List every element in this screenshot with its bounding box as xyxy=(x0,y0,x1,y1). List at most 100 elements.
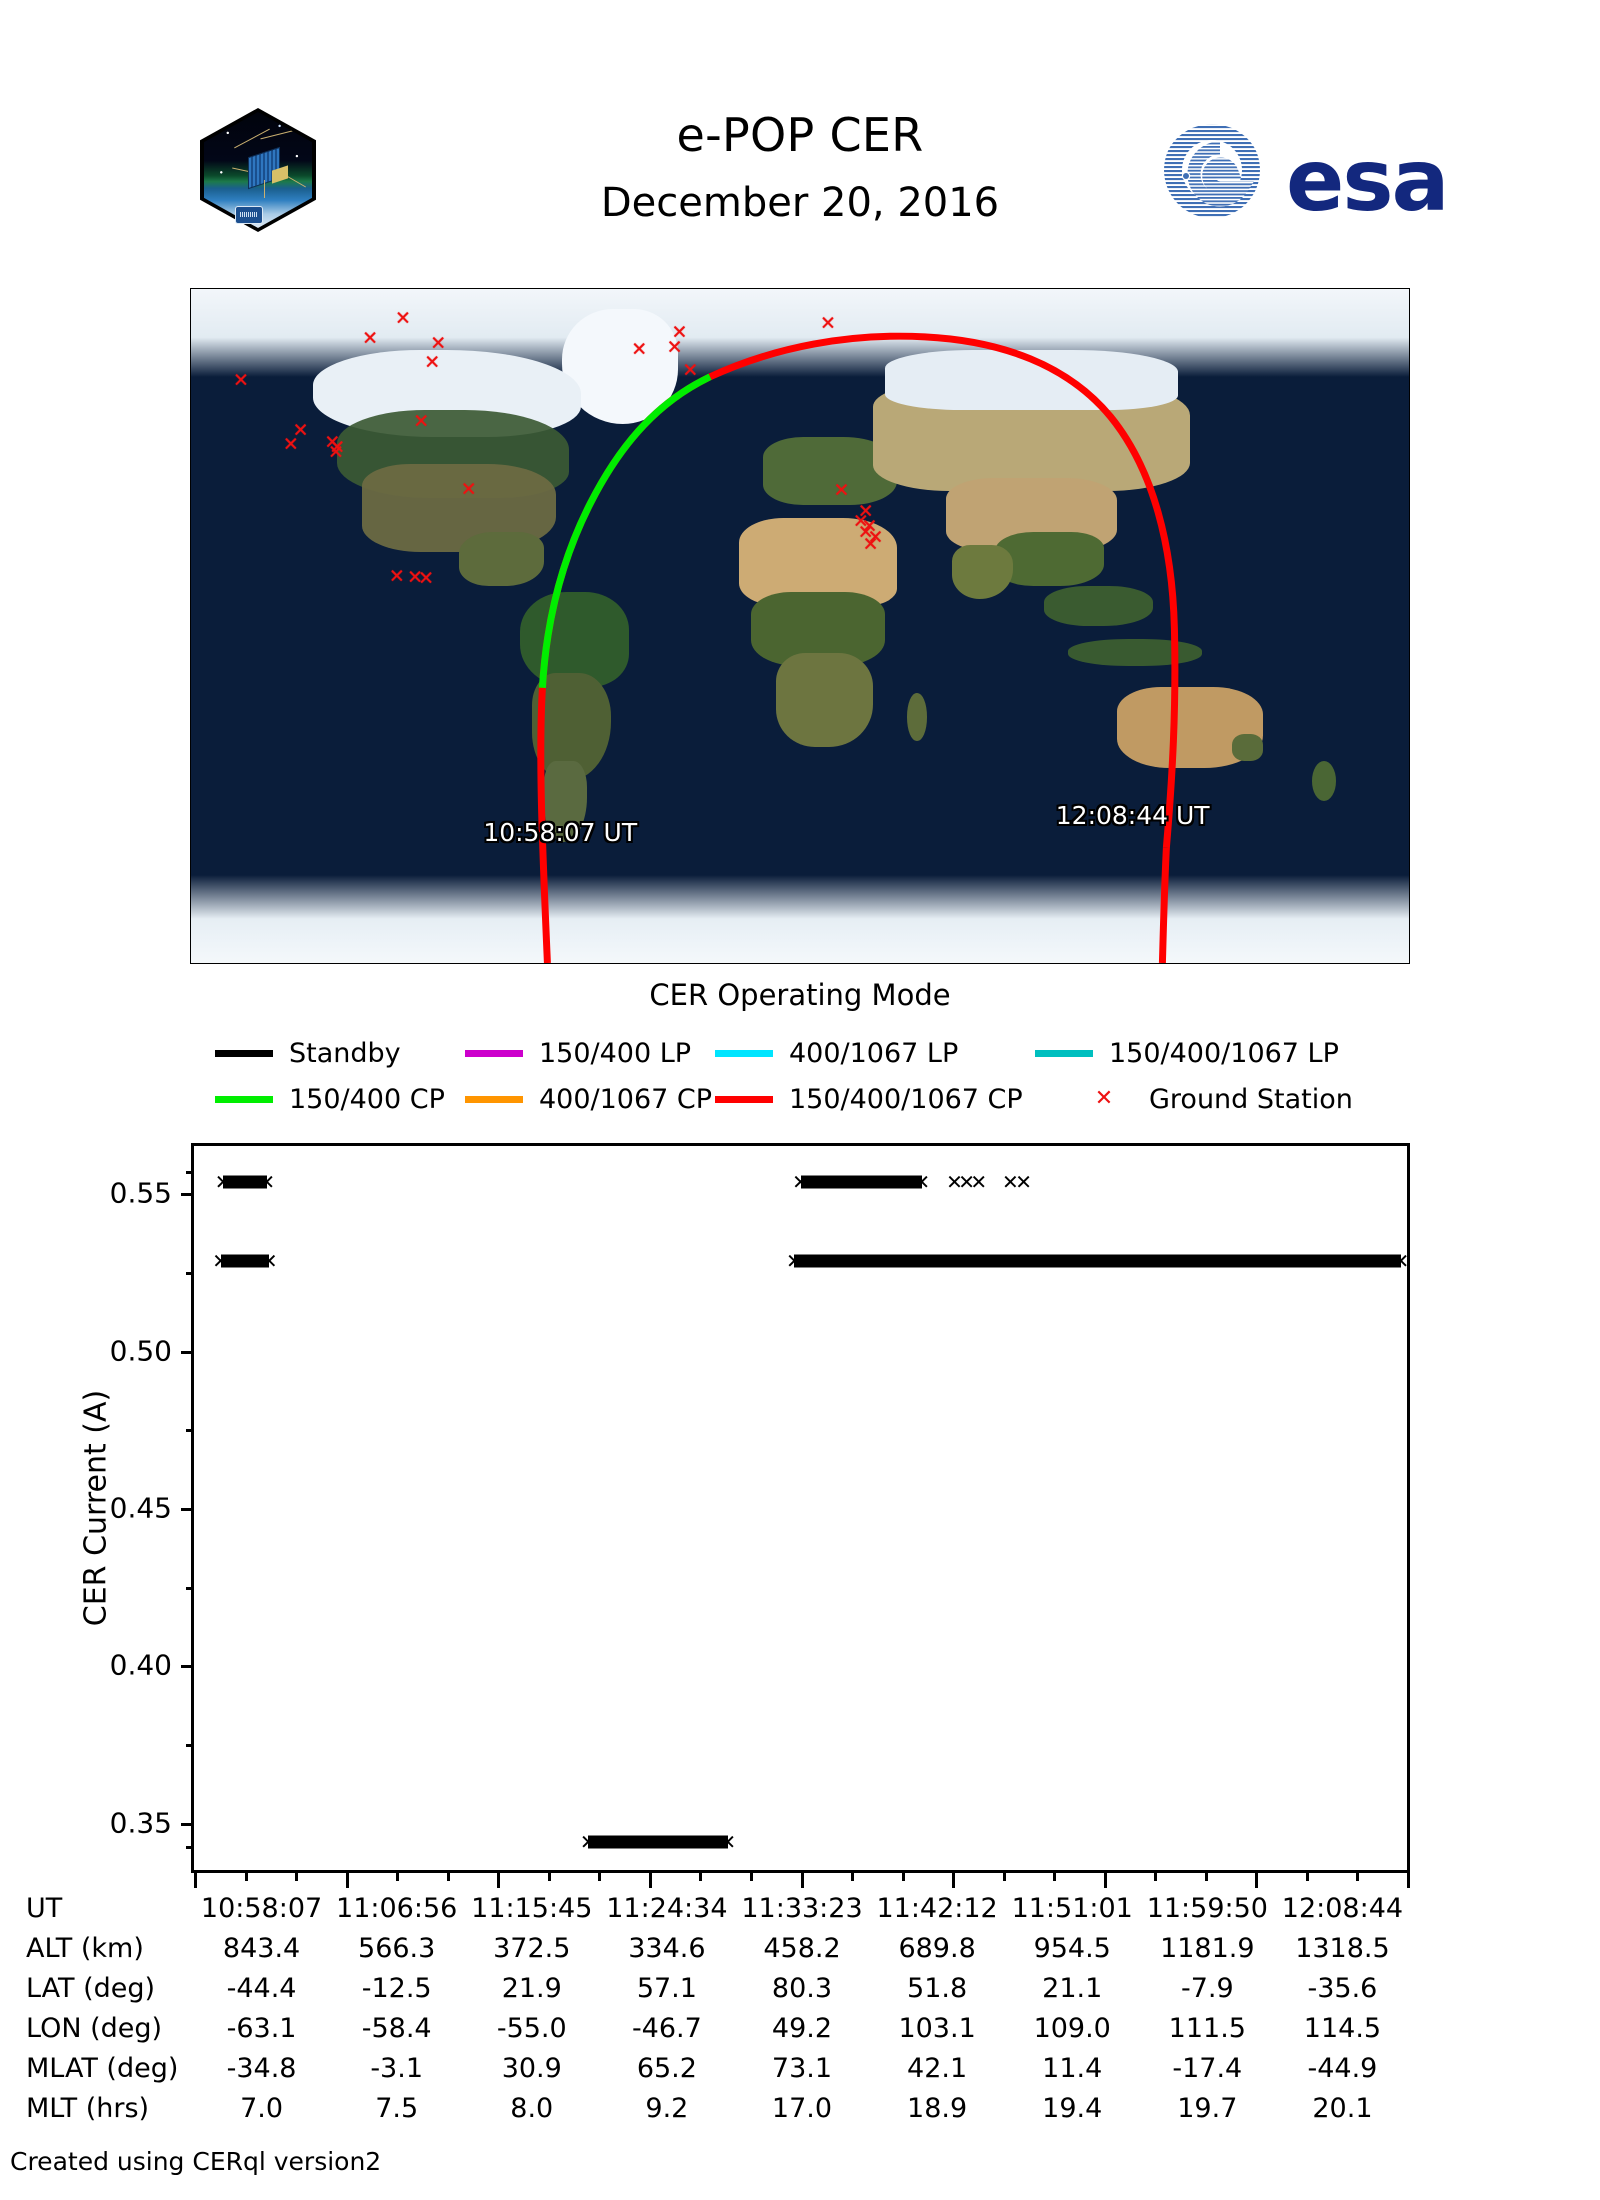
table-cell: 11:06:56 xyxy=(336,1892,458,1924)
table-cell: -44.4 xyxy=(226,1972,297,2004)
table-cell: 49.2 xyxy=(771,2012,833,2044)
legend-color-swatch xyxy=(215,1049,273,1057)
x-axis-minor-tick xyxy=(244,1870,248,1881)
table-cell: 51.8 xyxy=(907,1972,968,2004)
ground-station-marker: ✕ xyxy=(666,336,683,359)
table-cell: -17.4 xyxy=(1172,2052,1243,2084)
ground-station-marker: ✕ xyxy=(282,433,299,456)
legend-item-150-400-1067-cp: 150/400/1067 CP xyxy=(715,1084,1075,1115)
table-cell: 843.4 xyxy=(222,1932,301,1964)
table-cell: -44.9 xyxy=(1307,2052,1378,2084)
data-point-marker: ✕ xyxy=(260,1248,278,1273)
table-row-label: LAT (deg) xyxy=(26,1972,156,2004)
data-point-marker: ✕ xyxy=(913,1170,931,1195)
table-cell: 7.5 xyxy=(375,2092,419,2124)
table-cell: 73.1 xyxy=(771,2052,833,2084)
table-cell: 458.2 xyxy=(763,1932,841,1964)
table-cell: -3.1 xyxy=(370,2052,423,2084)
legend-row: Standby 150/400 LP 400/1067 LP 150/400/1067… xyxy=(215,1030,1405,1076)
table-row-label: LON (deg) xyxy=(26,2012,163,2044)
cassiope-badge-icon xyxy=(235,206,263,224)
x-axis-tick xyxy=(1407,1870,1410,1888)
x-axis-minor-tick xyxy=(1305,1870,1309,1881)
y-axis-tick-label: 0.35 xyxy=(109,1806,172,1840)
table-cell: 372.5 xyxy=(493,1932,571,1964)
table-cell: -46.7 xyxy=(631,2012,702,2044)
y-axis-tick-label: 0.55 xyxy=(109,1176,172,1210)
y-axis-minor-tick xyxy=(186,1744,194,1748)
table-cell: -63.1 xyxy=(226,2012,297,2044)
table-row-label: MLAT (deg) xyxy=(26,2052,179,2084)
ground-station-marker: ✕ xyxy=(424,351,441,374)
ground-station-marker: ✕ xyxy=(324,431,341,454)
table-row: ALT (km) 843.4 566.3 372.5 334.6 458.2 689.8 95… xyxy=(26,1928,1410,1968)
cer-current-plot: ✕ ✕ ✕ ✕ ✕ ✕ ✕ ✕ ✕ ✕ ✕ ✕ ✕ ✕ ✕ 0.35 0.40 0.45 0.50 0.55 xyxy=(110,1143,1410,1888)
y-axis-tick-label: 0.45 xyxy=(109,1491,172,1525)
table-cell: 11.4 xyxy=(1042,2052,1103,2084)
y-axis-tick xyxy=(181,1350,194,1354)
legend-label: 150/400/1067 CP xyxy=(789,1083,1023,1115)
footnote: Created using CERql version2 xyxy=(10,2147,382,2176)
table-row: MLAT (deg) -34.8 -3.1 30.9 65.2 73.1 42.1 11.4 -… xyxy=(26,2048,1410,2088)
table-cell: -12.5 xyxy=(361,1972,432,2004)
legend-item-150-400-1067-lp: 150/400/1067 LP xyxy=(1035,1038,1405,1069)
legend-color-swatch xyxy=(715,1049,773,1057)
x-axis-minor-tick xyxy=(851,1870,855,1881)
legend-item-400-1067-lp: 400/1067 LP xyxy=(715,1038,1035,1069)
ground-station-marker: ✕ xyxy=(671,321,688,344)
table-cell: 17.0 xyxy=(771,2092,833,2124)
table-cell: 20.1 xyxy=(1312,2092,1373,2124)
ground-station-marker: ✕ xyxy=(862,533,879,556)
table-row: LON (deg) -63.1 -58.4 -55.0 -46.7 49.2 103.1 10… xyxy=(26,2008,1410,2048)
table-cell: 12:08:44 xyxy=(1281,1892,1404,1924)
table-cell: 566.3 xyxy=(358,1932,436,1964)
table-cell: 11:24:34 xyxy=(606,1892,728,1924)
table-cell: 80.3 xyxy=(771,1972,833,2004)
table-cell: -55.0 xyxy=(496,2012,567,2044)
ground-station-marker: ✕ xyxy=(394,307,411,330)
ground-station-marker: ✕ xyxy=(388,565,405,588)
y-axis-tick-label: 0.40 xyxy=(109,1648,172,1682)
legend-color-swatch xyxy=(715,1095,773,1103)
data-point-marker: ✕ xyxy=(258,1170,276,1195)
ephemeris-table: UT 10:58:07 11:06:56 11:15:45 11:24:34 11:33:… xyxy=(26,1888,1586,2128)
page-header: e-POP CER December 20, 2016 xyxy=(0,0,1600,270)
legend-title: CER Operating Mode xyxy=(649,978,951,1012)
page-title: e-POP CER xyxy=(676,108,924,162)
ground-track-map: ✕ ✕ ✕ ✕ ✕ ✕ ✕ ✕ ✕ ✕ ✕ ✕ ✕ ✕ ✕ ✕ ✕ ✕ ✕ ✕ ✕ ✕ ✕ ✕ ✕ ✕ ✕ 10:58:07 UT … xyxy=(190,288,1410,964)
table-row-label: UT xyxy=(26,1892,63,1924)
legend-item-400-1067-cp: 400/1067 CP xyxy=(465,1084,715,1115)
table-cell: -34.8 xyxy=(226,2052,297,2084)
y-axis-minor-tick xyxy=(186,1271,194,1275)
table-cell: 954.5 xyxy=(1033,1932,1111,1964)
ground-station-marker: ✕ xyxy=(682,359,699,382)
table-cell: 334.6 xyxy=(628,1932,706,1964)
x-axis-tick xyxy=(194,1870,197,1888)
table-cell: 65.2 xyxy=(636,2052,697,2084)
table-cell: 21.9 xyxy=(501,1972,562,2004)
y-axis-minor-tick xyxy=(186,1429,194,1433)
ground-station-marker: ✕ xyxy=(820,312,836,335)
x-axis-minor-tick xyxy=(749,1870,753,1881)
data-point-marker: ✕ xyxy=(946,1170,963,1195)
table-cell: 109.0 xyxy=(1033,2012,1111,2044)
data-point-marker: ✕ xyxy=(719,1829,737,1854)
table-cell: 8.0 xyxy=(510,2092,554,2124)
ground-station-marker: ✕ xyxy=(631,338,648,361)
legend-label: Standby xyxy=(289,1037,401,1069)
x-axis-minor-tick xyxy=(1002,1870,1006,1881)
satellite-ground-track xyxy=(537,332,1179,963)
ground-station-marker: ✕ xyxy=(867,526,884,549)
data-point-marker: ✕ xyxy=(792,1170,809,1195)
table-cell: 11:42:12 xyxy=(876,1892,998,1924)
table-cell: 18.9 xyxy=(907,2092,968,2124)
legend-label: 400/1067 CP xyxy=(539,1083,713,1115)
ground-station-marker: ✕ xyxy=(292,419,309,442)
table-cell: 1318.5 xyxy=(1295,1932,1390,1964)
table-cell: 19.4 xyxy=(1042,2092,1103,2124)
x-axis-tick xyxy=(800,1870,804,1888)
legend-item-ground-station: ✕ Ground Station xyxy=(1075,1084,1405,1115)
data-point-marker: ✕ xyxy=(970,1170,988,1195)
legend-row: 150/400 CP 400/1067 CP 150/400/1067 CP ✕ Gro… xyxy=(215,1076,1405,1122)
ground-station-marker: ✕ xyxy=(418,567,435,590)
